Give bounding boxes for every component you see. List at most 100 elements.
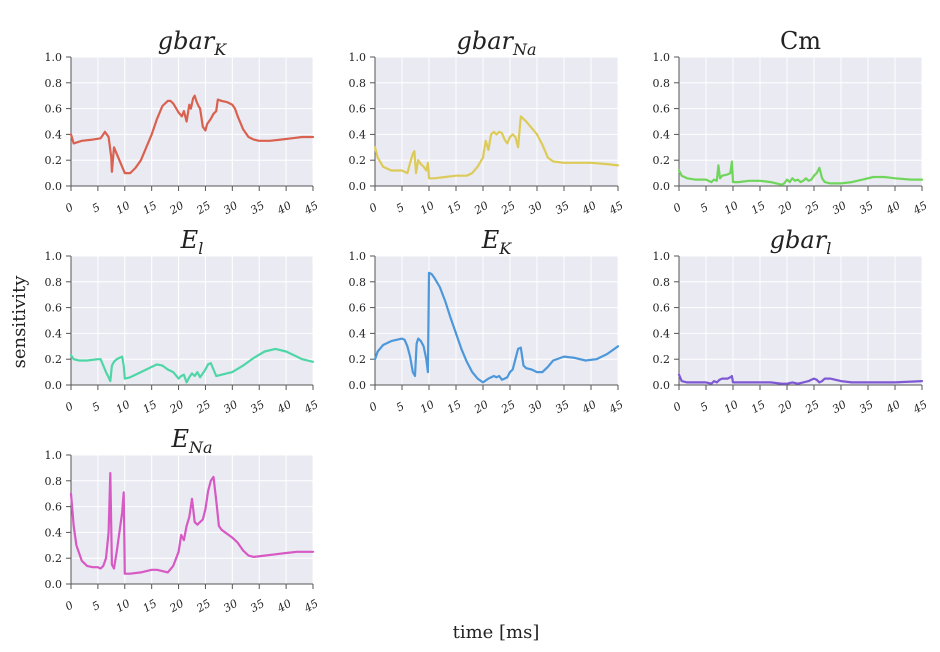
subplot-2: 0.0 0.2 0.4 0.6 0.8 1.0 0 5 10 15 20 25 30 35 40 45 Cm [653,27,930,218]
x-tick-label: 35 [553,199,572,217]
x-tick-label: 45 [910,398,929,417]
x-tick-label: 10 [114,398,133,416]
y-tick-label: 0.8 [45,276,63,289]
x-tick-label: 35 [857,199,876,217]
x-tick-label: 10 [114,199,133,217]
x-tick-label: 5 [394,201,407,216]
x-tick-label: 10 [418,199,437,217]
subplot-6: 0.0 0.2 0.4 0.6 0.8 1.0 0 5 10 15 20 25 30 35 40 45 ENa [45,425,321,616]
x-tick-label: 25 [498,199,517,218]
x-tick-label: 30 [830,398,849,416]
subplot-title-subscript: l [198,239,203,258]
x-tick-label: 40 [579,398,598,417]
series-line [677,373,924,385]
series-line [69,94,315,175]
x-tick-label: 0 [367,201,380,216]
x-tick-label: 5 [698,400,711,415]
x-tick-label: 45 [301,199,320,218]
subplot-5: 0.0 0.2 0.4 0.6 0.8 1.0 0 5 10 15 20 25 30 35 40 45 gbar… [653,226,930,417]
x-tick-label: 35 [857,398,876,416]
x-tick-label: 0 [367,400,380,415]
y-tick-label: 0.0 [45,578,63,591]
plot-background [71,455,313,584]
y-tick-label: 0.0 [349,180,367,193]
subplot-title: gbarl [770,226,832,258]
x-tick-label: 45 [910,199,929,218]
x-tick-label: 45 [606,199,625,218]
series-line [677,160,924,186]
x-tick-label: 25 [194,199,213,218]
x-tick-label: 25 [498,398,517,417]
y-tick-label: 0.0 [653,379,671,392]
y-tick-label: 0.6 [653,103,671,116]
y-tick-label: 0.4 [45,526,63,539]
x-tick-label: 40 [579,199,598,218]
x-tick-label: 15 [749,398,768,416]
x-tick-label: 20 [167,199,186,218]
subplot-title-subscript: K [213,40,227,59]
y-tick-label: 0.0 [45,379,63,392]
subplot-title: EK [481,226,513,258]
plot-background [679,256,922,385]
x-tick-label: 25 [194,398,213,417]
x-tick-label: 5 [394,400,407,415]
y-tick-label: 1.0 [653,51,671,64]
x-tick-label: 5 [90,599,103,614]
subplot-title-main: E [170,425,189,453]
x-tick-label: 5 [90,201,103,216]
subplot-title-subscript: Na [512,40,537,59]
x-tick-label: 0 [63,201,76,216]
y-tick-label: 0.8 [653,77,671,90]
subplot-title: El [180,226,204,258]
y-tick-label: 1.0 [45,449,63,462]
x-tick-label: 0 [671,201,684,216]
x-tick-label: 40 [883,199,902,218]
x-tick-label: 45 [301,398,320,417]
subplot-0: 0.0 0.2 0.4 0.6 0.8 1.0 0 5 10 15 20 25 30 35 40 45 gbar… [45,27,321,218]
x-tick-label: 15 [141,597,160,615]
y-tick-label: 0.6 [45,501,63,514]
x-tick-label: 0 [63,400,76,415]
subplot-title: Cm [780,27,821,55]
subplot-title-subscript: l [826,239,831,258]
x-tick-label: 15 [445,199,464,217]
y-tick-label: 1.0 [349,250,367,263]
y-tick-label: 0.8 [653,276,671,289]
x-tick-label: 0 [63,599,76,614]
y-tick-label: 0.2 [653,353,671,366]
y-tick-label: 0.8 [45,475,63,488]
x-tick-label: 20 [775,199,794,218]
subplot-title-subscript: K [498,239,512,258]
x-tick-label: 15 [445,398,464,416]
x-tick-label: 10 [418,398,437,416]
x-tick-label: 15 [141,398,160,416]
y-tick-label: 0.8 [349,276,367,289]
series-line [373,271,620,384]
x-tick-label: 45 [301,597,320,616]
y-tick-label: 0.2 [45,154,63,167]
subplot-title: gbarK [158,27,228,59]
x-tick-label: 20 [471,199,490,218]
y-tick-label: 0.2 [653,154,671,167]
x-tick-label: 10 [722,398,741,416]
subplot-grid: 0.00.20.40.60.81.00 5 10 15 20 25 30 35 40 45gbar… [45,27,930,616]
y-tick-label: 0.2 [45,552,63,565]
subplot-4: 0.0 0.2 0.4 0.6 0.8 1.0 0 5 10 15 20 25 30 35 40 45 EK [349,226,626,417]
y-tick-label: 0.6 [45,103,63,116]
y-tick-label: 0.6 [349,302,367,315]
plot-background [71,256,313,385]
subplot-1: 0.0 0.2 0.4 0.6 0.8 1.0 0 5 10 15 20 25 30 35 40 45 gbar… [349,27,626,218]
subplot-title-main: E [180,226,199,254]
y-tick-label: 0.2 [349,154,367,167]
subplot-title: ENa [170,425,212,457]
x-tick-label: 30 [221,199,240,217]
x-tick-label: 20 [471,398,490,417]
x-tick-label: 35 [248,199,267,217]
plot-background [375,57,618,186]
subplot-title-main: gbar [456,27,514,55]
y-tick-label: 1.0 [45,51,63,64]
y-tick-label: 0.6 [653,302,671,315]
x-tick-label: 30 [221,597,240,615]
y-tick-label: 1.0 [653,250,671,263]
